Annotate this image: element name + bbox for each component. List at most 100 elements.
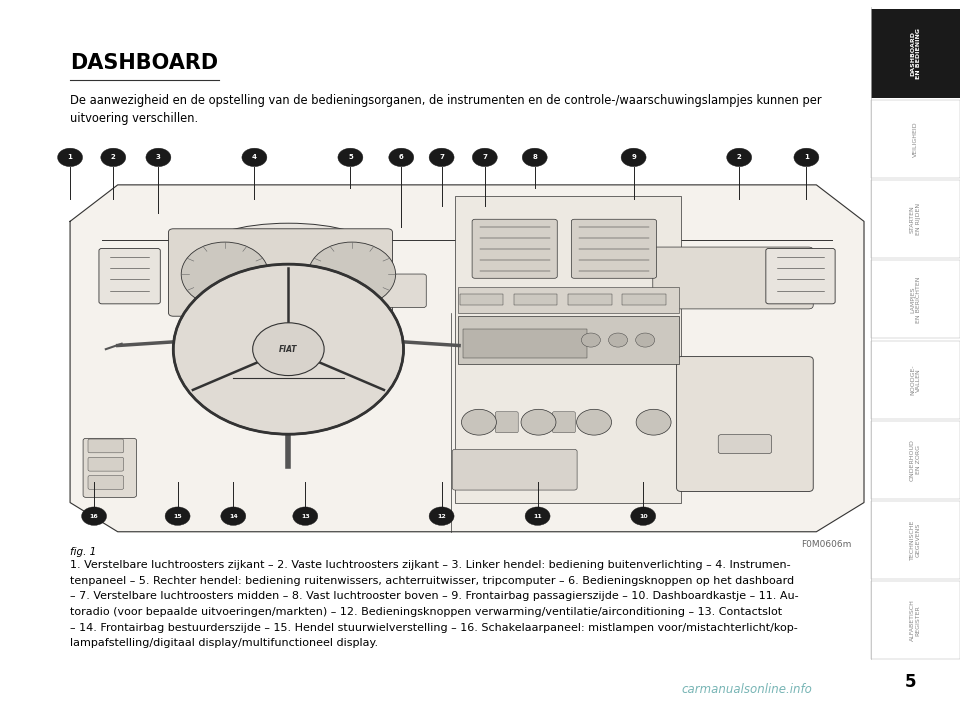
Text: 14: 14 <box>228 513 238 519</box>
Text: 2: 2 <box>737 155 741 160</box>
Text: NOODGE-
VALLEN: NOODGE- VALLEN <box>910 364 921 395</box>
Circle shape <box>636 409 671 435</box>
FancyBboxPatch shape <box>571 219 657 278</box>
FancyBboxPatch shape <box>871 340 960 419</box>
FancyBboxPatch shape <box>568 294 612 306</box>
FancyBboxPatch shape <box>871 260 960 338</box>
Text: 5: 5 <box>348 155 352 160</box>
Circle shape <box>521 409 556 435</box>
Circle shape <box>82 507 107 525</box>
Text: TECHNISCHE
GEGEVENS: TECHNISCHE GEGEVENS <box>910 520 921 560</box>
Text: De aanwezigheid en de opstelling van de bedieningsorganen, de instrumenten en de: De aanwezigheid en de opstelling van de … <box>70 94 822 125</box>
Text: 10: 10 <box>639 513 647 519</box>
Circle shape <box>631 507 656 525</box>
Text: carmanualsonline.info: carmanualsonline.info <box>682 683 812 696</box>
Text: 6: 6 <box>399 155 403 160</box>
Text: lampafstelling/digitaal display/multifunctioneel display.: lampafstelling/digitaal display/multifun… <box>70 638 378 648</box>
Circle shape <box>609 333 628 347</box>
Circle shape <box>522 148 547 167</box>
Circle shape <box>242 148 267 167</box>
FancyBboxPatch shape <box>871 9 960 98</box>
Circle shape <box>338 148 363 167</box>
FancyBboxPatch shape <box>99 248 160 304</box>
FancyBboxPatch shape <box>460 294 503 306</box>
Text: VEILIGHEID: VEILIGHEID <box>913 121 918 157</box>
Text: ALFABETISCH
REGISTER: ALFABETISCH REGISTER <box>910 599 921 641</box>
Text: 11: 11 <box>533 513 542 519</box>
Text: 15: 15 <box>173 513 182 519</box>
FancyBboxPatch shape <box>766 248 835 304</box>
FancyBboxPatch shape <box>455 196 682 503</box>
Circle shape <box>794 148 819 167</box>
Text: 2: 2 <box>111 155 115 160</box>
Text: – 14. Frontairbag bestuurderszijde – 15. Hendel stuurwielverstelling – 16. Schak: – 14. Frontairbag bestuurderszijde – 15.… <box>70 623 798 632</box>
Text: 5: 5 <box>904 674 916 691</box>
Circle shape <box>429 148 454 167</box>
Circle shape <box>221 507 246 525</box>
FancyBboxPatch shape <box>552 412 575 432</box>
Text: – 7. Verstelbare luchtroosters midden – 8. Vast luchtrooster boven – 9. Frontair: – 7. Verstelbare luchtroosters midden – … <box>70 591 799 601</box>
Text: LAMPJES
EN BERICHTEN: LAMPJES EN BERICHTEN <box>910 277 921 323</box>
Text: FIAT: FIAT <box>279 345 298 354</box>
Text: 4: 4 <box>252 155 257 160</box>
FancyBboxPatch shape <box>871 581 960 659</box>
FancyBboxPatch shape <box>718 435 772 454</box>
FancyBboxPatch shape <box>653 247 813 309</box>
FancyBboxPatch shape <box>372 274 426 308</box>
Text: toradio (voor bepaalde uitvoeringen/markten) – 12. Bedieningsknoppen verwarming/: toradio (voor bepaalde uitvoeringen/mark… <box>70 607 782 617</box>
Text: 1: 1 <box>67 155 73 160</box>
Circle shape <box>165 507 190 525</box>
Text: 13: 13 <box>300 513 310 519</box>
Circle shape <box>462 409 496 435</box>
Circle shape <box>252 323 324 376</box>
Circle shape <box>727 148 752 167</box>
FancyBboxPatch shape <box>871 180 960 258</box>
FancyBboxPatch shape <box>871 501 960 579</box>
Ellipse shape <box>201 223 375 278</box>
Circle shape <box>389 148 414 167</box>
Circle shape <box>621 148 646 167</box>
Text: 3: 3 <box>156 155 161 160</box>
FancyBboxPatch shape <box>622 294 666 306</box>
Text: tenpaneel – 5. Rechter hendel: bediening ruitenwissers, achterruitwisser, tripco: tenpaneel – 5. Rechter hendel: bediening… <box>70 576 794 586</box>
Text: 9: 9 <box>631 155 636 160</box>
Circle shape <box>582 333 600 347</box>
Circle shape <box>293 507 318 525</box>
Circle shape <box>174 264 403 434</box>
Circle shape <box>58 148 83 167</box>
Circle shape <box>636 333 655 347</box>
FancyBboxPatch shape <box>871 100 960 178</box>
Text: 12: 12 <box>437 513 446 519</box>
Circle shape <box>429 507 454 525</box>
Text: DASHBOARD
EN BEDIENING: DASHBOARD EN BEDIENING <box>910 28 921 79</box>
FancyBboxPatch shape <box>472 219 557 278</box>
Circle shape <box>181 242 269 306</box>
FancyBboxPatch shape <box>458 287 679 313</box>
Text: fig. 1: fig. 1 <box>70 547 96 557</box>
FancyBboxPatch shape <box>169 229 393 316</box>
FancyBboxPatch shape <box>452 450 577 490</box>
Polygon shape <box>70 185 864 532</box>
Text: ONDERHOUD
EN ZORG: ONDERHOUD EN ZORG <box>910 439 921 481</box>
FancyBboxPatch shape <box>871 421 960 499</box>
Text: 1: 1 <box>804 155 809 160</box>
Text: F0M0606m: F0M0606m <box>802 540 852 549</box>
Circle shape <box>525 507 550 525</box>
Text: 1. Verstelbare luchtroosters zijkant – 2. Vaste luchtroosters zijkant – 3. Linke: 1. Verstelbare luchtroosters zijkant – 2… <box>70 560 791 570</box>
Circle shape <box>101 148 126 167</box>
Circle shape <box>577 409 612 435</box>
FancyBboxPatch shape <box>515 294 558 306</box>
Text: 16: 16 <box>89 513 99 519</box>
Circle shape <box>472 148 497 167</box>
Circle shape <box>308 242 396 306</box>
Text: DASHBOARD: DASHBOARD <box>70 53 218 73</box>
FancyBboxPatch shape <box>88 457 124 471</box>
FancyBboxPatch shape <box>463 329 588 358</box>
Text: 7: 7 <box>439 155 444 160</box>
FancyBboxPatch shape <box>88 439 124 453</box>
FancyBboxPatch shape <box>495 412 518 432</box>
Circle shape <box>146 148 171 167</box>
Circle shape <box>269 272 308 302</box>
FancyBboxPatch shape <box>458 316 679 364</box>
FancyBboxPatch shape <box>677 357 813 491</box>
